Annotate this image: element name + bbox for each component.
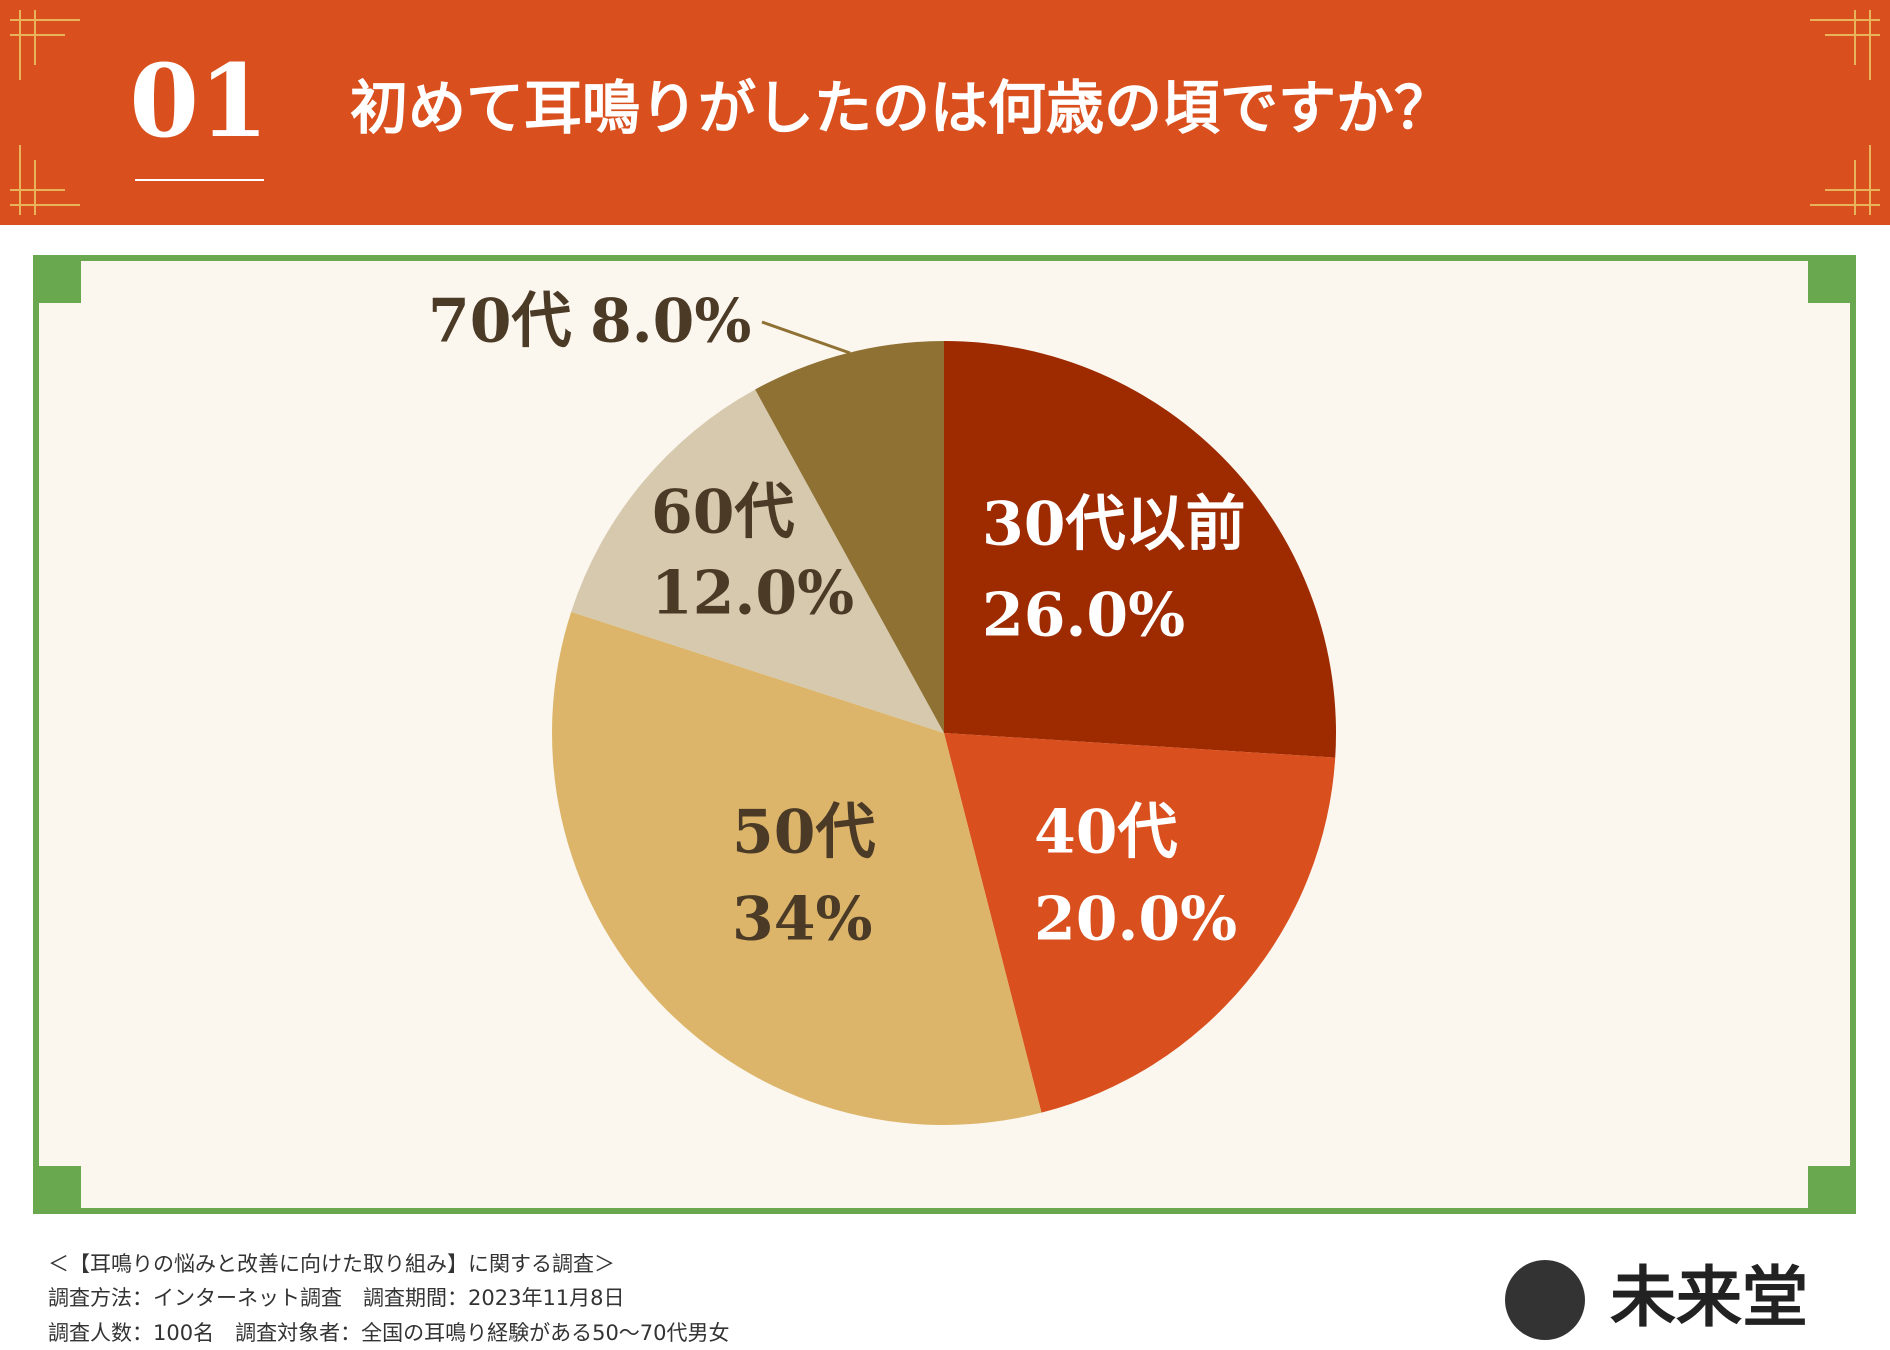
footer-line: 調査方法：インターネット調査 調査期間：2023年11月8日 [48,1286,625,1310]
footer-line: ＜【耳鳴りの悩みと改善に向けた取り組み】に関する調査＞ [48,1252,615,1276]
leader-line [761,320,851,355]
slice-category: 30代以前 [982,490,1246,560]
pie-slice [551,611,1042,1125]
footer-line: 調査人数：100名 調査対象者：全国の耳鳴り経験がある50～70代男女 [48,1321,730,1345]
header-band [0,0,1890,225]
slice-value-label: 20.0% [1034,885,1237,955]
pie-slice [571,389,944,733]
slice-category: 70代 [428,287,572,357]
pie-slice [944,341,1336,758]
slice-category: 40代 [1034,798,1178,868]
frame-corners [33,255,1856,1214]
slice-category: 50代 [732,798,876,868]
logo-emblem [1505,1260,1585,1340]
slice-value-label: 34% [732,885,873,955]
header-number: 01 [129,42,268,160]
logo: 未来堂 [1610,1259,1808,1336]
pie-slice [944,733,1336,1113]
slice-value-label: 12.0% [651,559,854,629]
ornament [10,10,1880,215]
pie-slice [755,341,944,733]
slice-category: 60代 [651,478,795,548]
chart-title: 初めて耳鳴りがしたのは何歳の頃ですか？ [350,74,1452,142]
slice-value-label: 8.0% [590,287,751,357]
pie [551,341,1336,1125]
slice-value-label: 26.0% [982,581,1185,651]
